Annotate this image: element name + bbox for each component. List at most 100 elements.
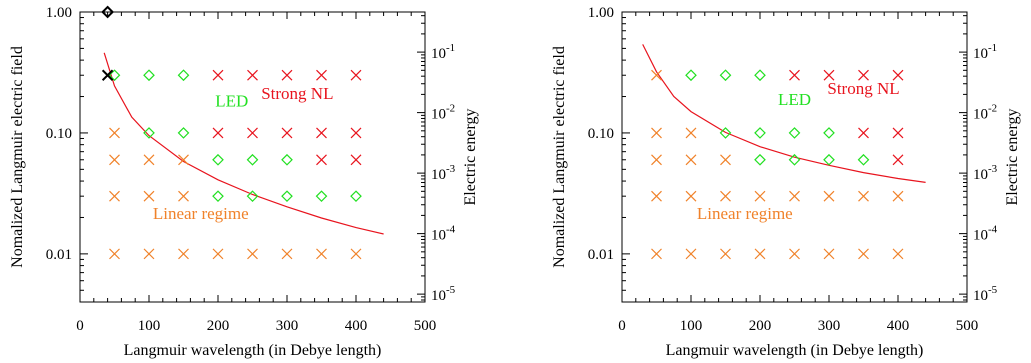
data-point-cross (212, 127, 224, 139)
y2-tick-label: 10-1 (973, 42, 997, 62)
region-label: LED (215, 92, 248, 111)
data-point-diamond (685, 69, 697, 82)
data-point-diamond (108, 69, 121, 82)
region-label: Linear regime (153, 204, 249, 223)
y-axis-label: Nomalized Langmuir electric field (551, 46, 568, 268)
data-point-cross (789, 190, 800, 202)
data-point-cross (109, 154, 120, 166)
data-point-diamond (143, 127, 155, 139)
x-tick-label: 300 (276, 318, 299, 334)
data-point-cross (247, 248, 258, 260)
data-point-diamond (177, 69, 190, 82)
data-point-cross (858, 248, 869, 260)
data-point-cross (247, 69, 258, 81)
y2-tick-label: 10-2 (973, 103, 997, 123)
data-point-cross (281, 248, 293, 260)
data-point-cross (178, 190, 189, 202)
region-label: Strong NL (261, 84, 333, 103)
data-point-cross (247, 127, 258, 139)
data-point-cross (651, 127, 662, 139)
data-point-cross (651, 69, 662, 81)
data-point-cross (143, 248, 155, 260)
data-point-cross (651, 190, 662, 202)
x-tick-label: 200 (207, 318, 230, 334)
plot-frame (79, 11, 426, 303)
data-point-cross (281, 127, 293, 139)
data-point-cross (109, 127, 120, 139)
data-point-diamond (719, 127, 732, 139)
y-tick-label: 0.10 (46, 126, 72, 142)
x-tick-label: 0 (76, 318, 84, 334)
data-point-cross (685, 154, 697, 166)
plot-frame (621, 11, 968, 303)
x-tick-label: 200 (749, 318, 772, 334)
data-point-diamond (143, 69, 155, 82)
data-point-cross (892, 154, 904, 166)
y2-axis-label: Electric energy (1004, 109, 1021, 206)
data-point-diamond (212, 153, 224, 166)
y-axis-label: Nomalized Langmuir electric field (9, 46, 26, 268)
region-label: Linear regime (697, 204, 793, 223)
data-point-cross (685, 248, 697, 260)
data-point-cross (350, 248, 362, 260)
data-point-cross (823, 69, 835, 81)
data-point-cross (212, 248, 224, 260)
data-point-cross (316, 154, 327, 166)
data-point-diamond (315, 190, 328, 203)
data-point-cross (685, 127, 697, 139)
x-tick-label: 500 (414, 318, 437, 334)
data-point-diamond (788, 153, 801, 166)
y-tick-label: 0.01 (588, 247, 614, 263)
data-point-cross (350, 127, 362, 139)
data-point-diamond (754, 153, 766, 166)
data-point-cross (316, 69, 327, 81)
data-point-cross (109, 248, 120, 260)
data-point-diamond (212, 190, 224, 203)
data-point-cross (789, 69, 800, 81)
data-point-cross (350, 69, 362, 81)
data-point-diamond (350, 190, 362, 203)
data-point-diamond (246, 190, 259, 203)
data-point-cross (685, 190, 697, 202)
data-point-diamond (719, 69, 732, 82)
data-point-diamond (281, 190, 293, 203)
x-tick-label: 100 (138, 318, 161, 334)
data-point-cross (316, 248, 327, 260)
data-point-cross (350, 154, 362, 166)
data-point-cross (858, 127, 869, 139)
data-point-cross (101, 69, 114, 81)
data-point-diamond (281, 153, 293, 166)
y2-tick-label: 10-4 (431, 224, 456, 244)
data-point-cross (754, 190, 766, 202)
data-point-cross (651, 248, 662, 260)
region-label: Strong NL (827, 79, 899, 98)
data-point-cross (858, 69, 869, 81)
y2-tick-label: 10-3 (431, 163, 456, 183)
x-tick-label: 500 (956, 318, 979, 334)
data-point-cross (143, 190, 155, 202)
data-point-cross (892, 127, 904, 139)
x-tick-label: 0 (618, 318, 626, 334)
data-point-diamond (788, 127, 801, 139)
data-point-diamond (754, 69, 766, 82)
data-point-cross (892, 69, 904, 81)
data-point-diamond (246, 153, 259, 166)
y-tick-label: 0.01 (46, 247, 72, 263)
threshold-curve (103, 52, 384, 235)
y-tick-label: 1.00 (46, 5, 72, 21)
data-point-cross (212, 69, 224, 81)
x-tick-label: 300 (818, 318, 841, 334)
data-point-cross (823, 190, 835, 202)
data-point-cross (720, 154, 731, 166)
y2-tick-label: 10-2 (431, 103, 455, 123)
data-point-cross (178, 248, 189, 260)
x-tick-label: 400 (887, 318, 910, 334)
x-tick-label: 100 (680, 318, 703, 334)
data-point-cross (789, 248, 800, 260)
x-axis-label: Langmuir wavelength (in Debye length) (124, 342, 382, 359)
data-point-cross (720, 190, 731, 202)
y-tick-label: 0.10 (588, 126, 614, 142)
data-point-cross (823, 248, 835, 260)
data-point-diamond (823, 127, 835, 139)
